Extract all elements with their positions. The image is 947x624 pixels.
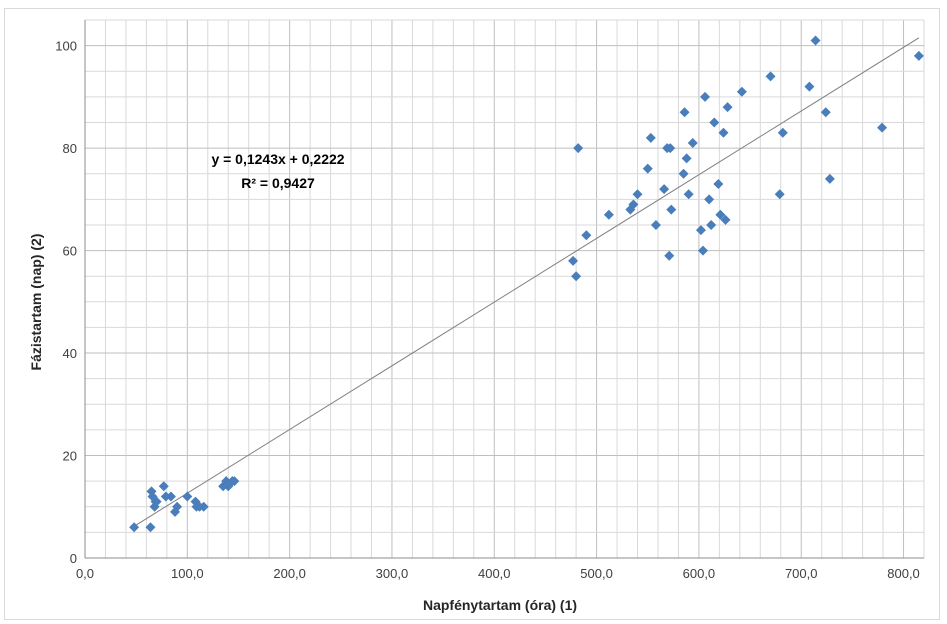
data-point — [568, 255, 579, 266]
x-tick-label: 800,0 — [887, 566, 920, 581]
data-point — [736, 86, 747, 97]
data-point — [765, 71, 776, 82]
data-point — [664, 250, 675, 261]
axes — [84, 20, 924, 559]
data-point — [678, 168, 689, 179]
x-axis-title: Napfénytartam (óra) (1) — [423, 597, 577, 613]
x-tick-label: 400,0 — [478, 566, 511, 581]
chart-frame — [4, 8, 940, 620]
data-point — [804, 81, 815, 92]
data-point — [650, 219, 661, 230]
data-point — [718, 127, 729, 138]
data-point — [681, 153, 692, 164]
data-point — [683, 189, 694, 200]
data-point — [571, 271, 582, 282]
y-tick-label: 20 — [63, 449, 77, 464]
x-tick-label: 600,0 — [683, 566, 716, 581]
tick-labels: 0,0 100,0 200,0 300,0 400,0 500,0 600,0 700,0 80… — [55, 39, 920, 581]
data-point — [581, 230, 592, 241]
data-point — [182, 491, 193, 502]
data-point — [687, 137, 698, 148]
data-point — [666, 204, 677, 215]
data-point — [777, 127, 788, 138]
data-point — [700, 91, 711, 102]
data-point — [628, 199, 639, 210]
data-point — [720, 214, 731, 225]
y-tick-label: 80 — [63, 141, 77, 156]
data-point — [129, 522, 140, 533]
data-point — [645, 132, 656, 143]
y-tick-label: 0 — [70, 551, 77, 566]
trendline-layer — [133, 37, 920, 527]
data-point — [722, 102, 733, 113]
data-point — [158, 481, 169, 492]
y-tick-label: 60 — [63, 244, 77, 259]
data-point — [151, 496, 162, 507]
data-points — [129, 35, 924, 533]
r-squared-label: R² = 0,9427 — [241, 175, 315, 191]
data-point — [704, 194, 715, 205]
data-point — [642, 163, 653, 174]
x-tick-label: 700,0 — [785, 566, 818, 581]
x-tick-label: 0,0 — [76, 566, 94, 581]
data-point — [715, 209, 726, 220]
data-point — [695, 225, 706, 236]
data-point — [877, 122, 888, 133]
y-tick-label: 100 — [55, 39, 77, 54]
data-point — [679, 107, 690, 118]
data-point — [165, 491, 176, 502]
grid — [84, 19, 925, 559]
data-point — [160, 491, 171, 502]
x-tick-label: 200,0 — [273, 566, 306, 581]
x-tick-label: 500,0 — [580, 566, 613, 581]
data-point — [665, 143, 676, 154]
y-axis-title: Fázistartam (nap) (2) — [28, 234, 44, 371]
data-point — [659, 184, 670, 195]
data-point — [603, 209, 614, 220]
data-point — [145, 522, 156, 533]
data-point — [573, 143, 584, 154]
data-point — [632, 189, 643, 200]
data-point — [810, 35, 821, 46]
data-point — [172, 501, 183, 512]
data-point — [713, 178, 724, 189]
data-point — [198, 501, 209, 512]
data-point — [697, 245, 708, 256]
data-point — [706, 219, 717, 230]
y-tick-label: 40 — [63, 346, 77, 361]
trendline-equation: y = 0,1243x + 0,2222 — [211, 151, 344, 167]
trendline — [133, 37, 920, 527]
x-tick-label: 100,0 — [171, 566, 204, 581]
data-point — [774, 189, 785, 200]
data-point — [229, 476, 240, 487]
data-point — [824, 173, 835, 184]
data-point — [913, 50, 924, 61]
data-point — [709, 117, 720, 128]
data-point — [820, 107, 831, 118]
x-tick-label: 300,0 — [376, 566, 409, 581]
